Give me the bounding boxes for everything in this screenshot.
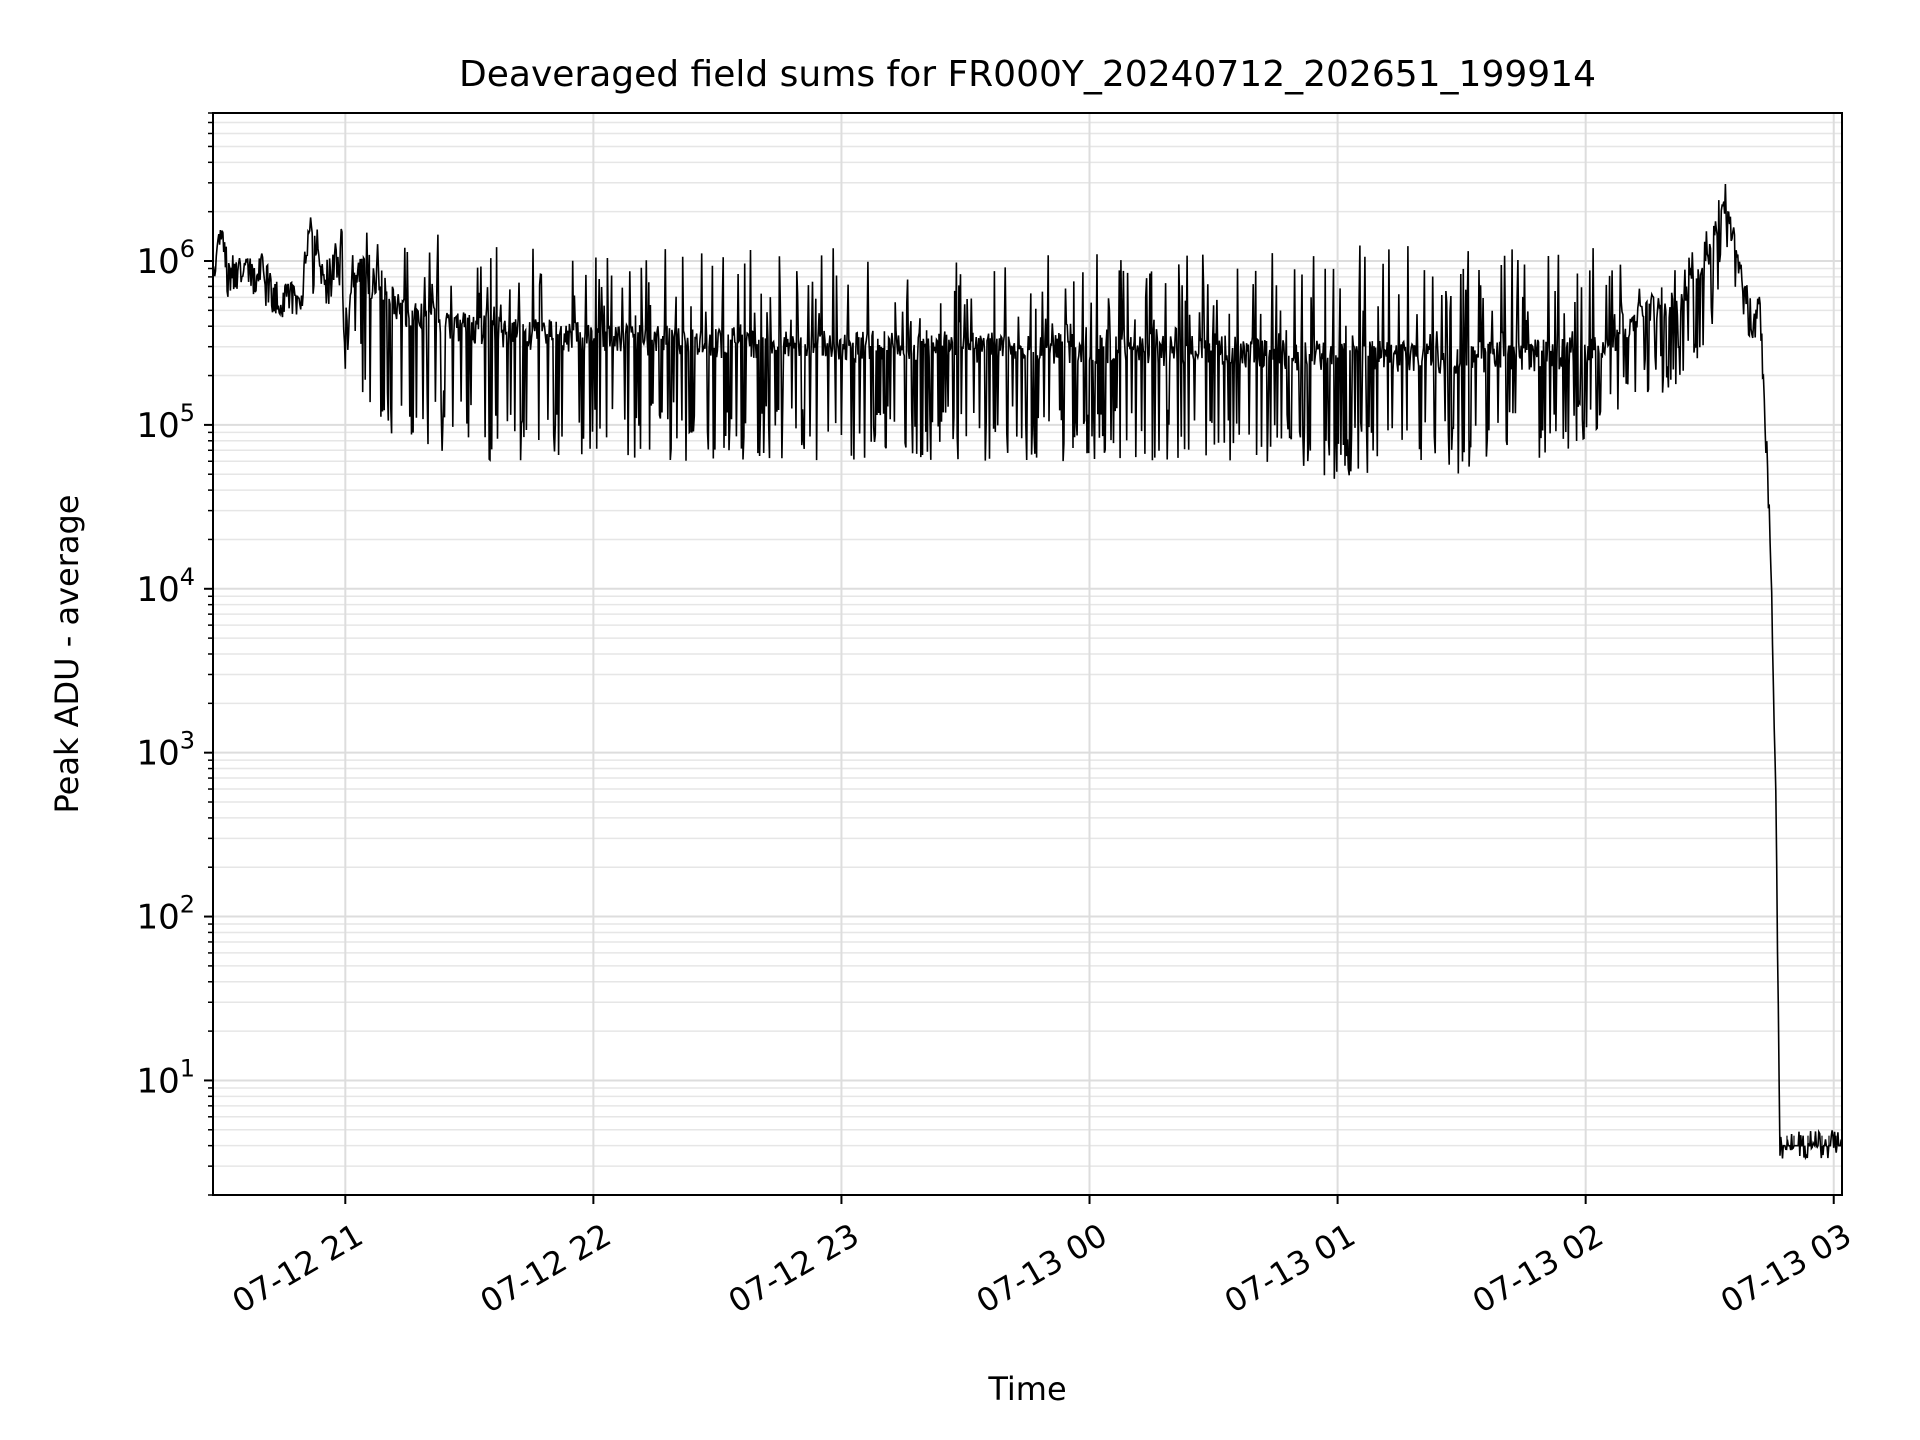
y-tick-label: 102 (136, 891, 195, 938)
plot-frame (212, 112, 1843, 1196)
x-axis-label: Time (987, 1370, 1066, 1408)
data-line (212, 183, 1843, 1161)
y-tick-label: 106 (136, 235, 195, 282)
y-tick-label: 103 (136, 727, 195, 774)
y-tick-label: 104 (136, 563, 195, 610)
y-tick-label: 105 (136, 399, 195, 446)
chart-title: Deaveraged field sums for FR000Y_2024071… (459, 54, 1596, 95)
grid (213, 112, 1842, 1196)
series-line (212, 183, 1843, 1161)
y-axis-label: Peak ADU - average (48, 495, 86, 814)
y-tick-label: 101 (136, 1054, 195, 1101)
